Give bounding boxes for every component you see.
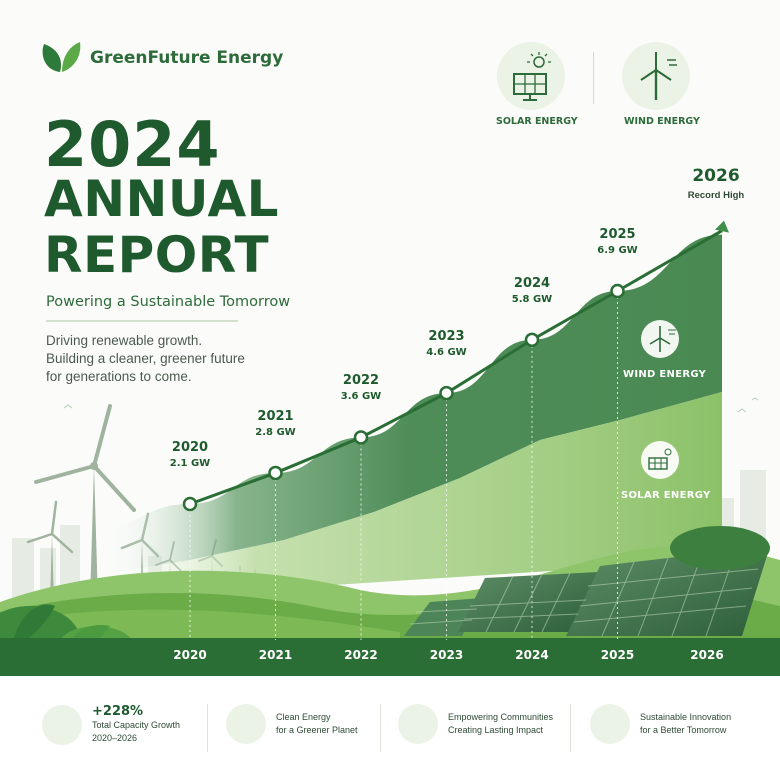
x-tick-2026: 2026 <box>690 648 724 662</box>
x-tick-2020: 2020 <box>173 648 207 662</box>
brand-leaf-icon <box>42 42 81 72</box>
x-tick-2023: 2023 <box>429 648 464 662</box>
marker-2022 <box>353 430 369 445</box>
leaf-icon-badge <box>226 704 266 744</box>
legend-divider <box>593 52 594 104</box>
value-label-2020: 2020 2.1 GW <box>169 440 211 469</box>
band-wind-icon <box>641 320 679 358</box>
value-label-2023: 2023 4.6 GW <box>426 329 467 359</box>
wind-energy-area <box>100 234 722 575</box>
globe-icon-badge <box>590 704 630 744</box>
peak-year: 2026 <box>692 166 740 186</box>
stat-growth-value: +228% <box>92 704 144 719</box>
divider <box>46 320 238 322</box>
stat-innovation: Sustainable Innovation for a Better Tomo… <box>590 704 731 744</box>
value-label-2021: 2021 2.8 GW <box>255 408 296 438</box>
tagline: Powering a Sustainable Tomorrow <box>46 294 291 310</box>
ground-strip <box>0 638 780 676</box>
marker-2024 <box>524 332 540 348</box>
birds <box>63 397 759 413</box>
stat-divider <box>570 704 571 752</box>
stat-clean-energy: Clean Energy for a Greener Planet <box>226 704 358 744</box>
top-solar-icon <box>497 42 565 110</box>
peak-label: 2026 Record High <box>676 166 756 201</box>
community-icon-badge <box>398 704 438 744</box>
leaf-icon <box>42 40 82 76</box>
peak-subtitle: Record High <box>687 190 745 201</box>
growth-chart-icon-badge <box>42 704 82 745</box>
stat-capacity-growth: +228% Total Capacity Growth 2020–2026 <box>42 704 180 745</box>
legend-wind-label: WIND ENERGY <box>624 116 700 127</box>
legend-solar-label: SOLAR ENERGY <box>496 116 578 127</box>
value-label-2024: 2024 5.8 GW <box>511 275 553 305</box>
x-tick-2022: 2022 <box>344 648 378 662</box>
headline-annual: ANNUAL <box>44 170 280 228</box>
solar-energy-area <box>100 392 722 600</box>
marker-2020 <box>182 496 198 512</box>
trend-arrow-icon <box>715 220 729 233</box>
value-leader-lines <box>189 297 618 640</box>
top-wind-icon <box>622 42 690 110</box>
stat-divider <box>380 704 381 752</box>
headline-year: 2024 <box>44 108 221 181</box>
x-tick-2024: 2024 <box>515 648 549 662</box>
stat-divider <box>207 704 208 752</box>
value-label-2022: 2022 3.6 GW <box>340 373 382 403</box>
value-label-2025: 2025 6.9 GW <box>597 227 638 256</box>
x-tick-2025: 2025 <box>600 648 635 662</box>
brand-name: GreenFuture Energy <box>90 48 284 68</box>
band-solar-icon <box>641 441 679 479</box>
brand-logo: GreenFuture Energy <box>42 40 283 76</box>
value-markers <box>182 283 625 512</box>
series-label-solar: SOLAR ENERGY <box>621 490 711 501</box>
marker-2023 <box>439 385 454 401</box>
headline-report: REPORT <box>44 226 270 284</box>
series-label-wind: WIND ENERGY <box>623 369 707 380</box>
description: Driving renewable growth. Building a cle… <box>46 333 245 384</box>
stat-communities: Empowering Communities Creating Lasting … <box>398 704 553 744</box>
x-tick-2021: 2021 <box>258 648 293 662</box>
stats-bar <box>0 676 780 780</box>
marker-2025 <box>610 283 625 299</box>
marker-2021 <box>268 465 283 481</box>
